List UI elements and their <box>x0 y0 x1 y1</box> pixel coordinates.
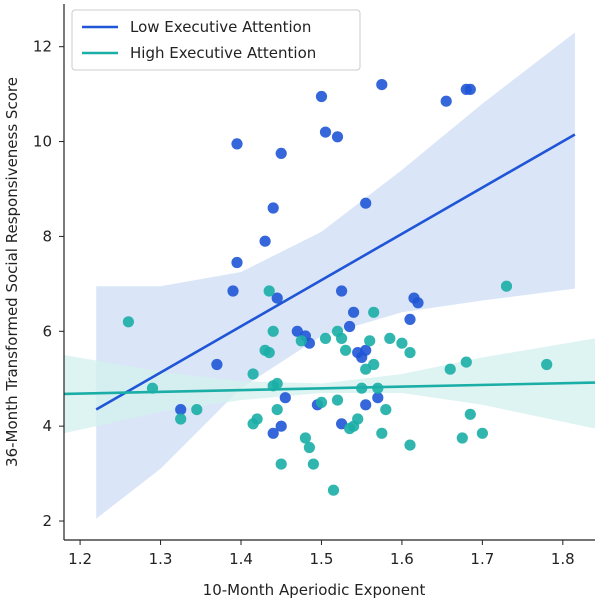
point-high-executive-attention <box>263 347 275 359</box>
point-low-executive-attention <box>344 320 356 333</box>
point-low-executive-attention <box>259 235 271 247</box>
point-low-executive-attention <box>175 404 187 416</box>
point-high-executive-attention <box>404 439 416 451</box>
point-high-executive-attention <box>251 413 263 425</box>
point-high-executive-attention <box>404 347 416 359</box>
point-high-executive-attention <box>356 382 368 394</box>
point-low-executive-attention <box>440 95 452 107</box>
x-tick-label: 1.4 <box>229 550 253 568</box>
point-high-executive-attention <box>319 332 332 344</box>
point-low-executive-attention <box>211 358 223 371</box>
x-tick-label: 1.2 <box>68 550 92 568</box>
legend-label-high-executive-attention: High Executive Attention <box>130 44 316 62</box>
y-tick-label: 4 <box>42 417 52 435</box>
x-axis-title: 10-Month Aperiodic Exponent <box>203 581 426 599</box>
point-low-executive-attention <box>412 297 424 309</box>
x-tick-label: 1.5 <box>310 550 334 568</box>
point-high-executive-attention <box>191 404 203 416</box>
point-low-executive-attention <box>348 306 360 318</box>
point-high-executive-attention <box>336 332 348 344</box>
point-high-executive-attention <box>263 285 275 297</box>
point-high-executive-attention <box>444 363 456 375</box>
point-high-executive-attention <box>541 358 553 371</box>
y-tick-label: 12 <box>33 38 52 56</box>
point-low-executive-attention <box>227 285 239 297</box>
x-tick-label: 1.8 <box>551 550 575 568</box>
x-tick-label: 1.7 <box>470 550 494 568</box>
point-high-executive-attention <box>340 344 352 356</box>
point-high-executive-attention <box>352 413 364 425</box>
y-tick-label: 8 <box>42 227 52 245</box>
point-high-executive-attention <box>460 356 472 368</box>
y-axis-title: 36-Month Transformed Social Responsivene… <box>3 77 21 467</box>
point-high-executive-attention <box>372 382 384 394</box>
point-high-executive-attention <box>364 335 376 347</box>
point-low-executive-attention <box>275 420 287 432</box>
point-low-executive-attention <box>271 292 283 304</box>
point-high-executive-attention <box>175 413 187 425</box>
ci-band-low-executive-attention <box>96 32 575 519</box>
legend-label-low-executive-attention: Low Executive Attention <box>130 18 311 36</box>
point-high-executive-attention <box>271 377 283 390</box>
y-tick-label: 10 <box>33 133 52 151</box>
point-high-executive-attention <box>396 337 408 349</box>
x-tick-label: 1.3 <box>149 550 173 568</box>
point-low-executive-attention <box>267 427 279 439</box>
point-low-executive-attention <box>231 138 243 150</box>
point-high-executive-attention <box>146 382 159 394</box>
point-high-executive-attention <box>299 432 311 444</box>
point-low-executive-attention <box>376 79 388 91</box>
point-high-executive-attention <box>122 316 134 328</box>
x-tick-label: 1.6 <box>390 550 414 568</box>
point-high-executive-attention <box>315 396 328 408</box>
legend-box <box>71 9 361 71</box>
y-tick-label: 2 <box>42 512 52 530</box>
point-low-executive-attention <box>319 126 332 138</box>
point-high-executive-attention <box>247 368 259 380</box>
point-high-executive-attention <box>380 404 392 416</box>
point-high-executive-attention <box>500 280 513 292</box>
point-low-executive-attention <box>360 399 372 411</box>
point-high-executive-attention <box>295 335 307 347</box>
point-low-executive-attention <box>279 392 291 404</box>
point-low-executive-attention <box>360 197 372 209</box>
point-high-executive-attention <box>267 325 279 337</box>
point-low-executive-attention <box>464 83 476 95</box>
point-low-executive-attention <box>404 313 416 325</box>
point-high-executive-attention <box>327 484 340 496</box>
point-high-executive-attention <box>303 441 315 454</box>
y-tick-label: 6 <box>42 322 52 340</box>
point-low-executive-attention <box>331 131 344 143</box>
point-high-executive-attention <box>331 394 344 406</box>
point-high-executive-attention <box>368 306 380 318</box>
point-low-executive-attention <box>360 344 372 356</box>
point-high-executive-attention <box>307 458 319 470</box>
legend: Low Executive Attention High Executive A… <box>71 9 361 71</box>
point-low-executive-attention <box>315 90 328 103</box>
point-low-executive-attention <box>275 147 287 159</box>
point-high-executive-attention <box>271 404 283 416</box>
point-low-executive-attention <box>267 202 279 214</box>
point-high-executive-attention <box>464 408 476 420</box>
point-low-executive-attention <box>231 256 243 269</box>
point-high-executive-attention <box>476 427 488 439</box>
point-high-executive-attention <box>376 427 388 439</box>
point-high-executive-attention <box>275 458 287 470</box>
fit-line-low-executive-attention <box>95 133 576 411</box>
x-tick-labels: 1.2 1.3 1.4 1.5 1.6 1.7 1.8 <box>68 540 575 568</box>
data-points <box>122 79 553 496</box>
point-low-executive-attention <box>336 285 348 297</box>
point-high-executive-attention <box>384 332 396 344</box>
point-high-executive-attention <box>456 432 468 444</box>
y-tick-labels: 2 4 6 8 10 12 <box>33 38 64 530</box>
point-high-executive-attention <box>368 358 380 371</box>
point-low-executive-attention <box>291 325 303 337</box>
point-low-executive-attention <box>372 392 384 404</box>
